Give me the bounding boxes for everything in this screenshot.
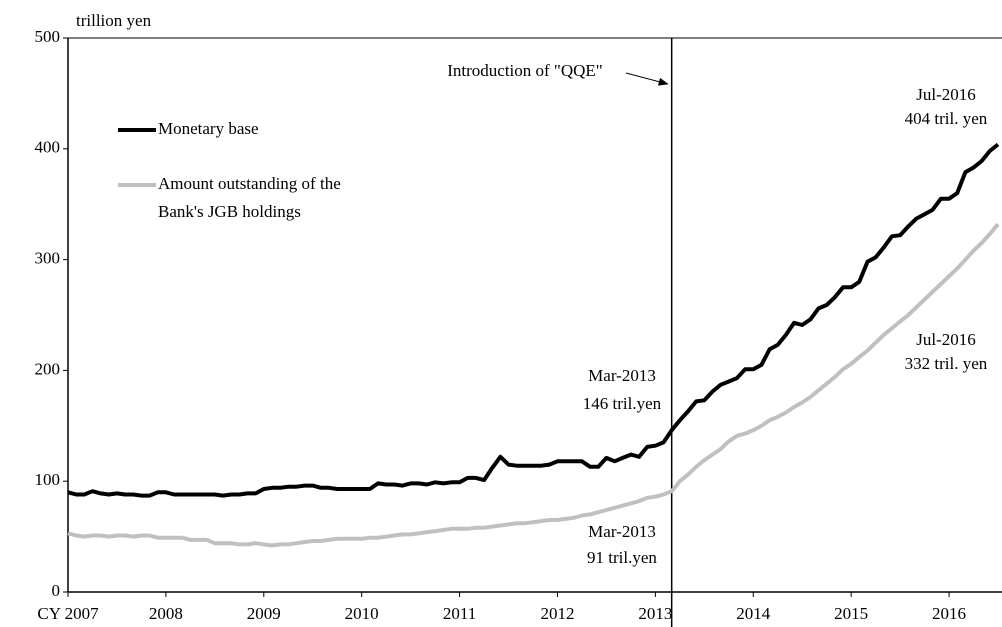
- y-tick-label: 500: [35, 27, 61, 46]
- x-tick-label: 2009: [247, 604, 281, 623]
- series-line: [67, 222, 1000, 548]
- legend-label: Monetary base: [158, 119, 259, 138]
- y-axis-label: trillion yen: [76, 11, 152, 30]
- x-tick-label: 2010: [345, 604, 379, 623]
- annotation: 404 tril. yen: [905, 109, 988, 128]
- annotation: Introduction of "QQE": [447, 61, 603, 80]
- x-tick-label: 2016: [932, 604, 966, 623]
- legend-label: Amount outstanding of the Bank's JGB hold…: [158, 174, 341, 221]
- x-tick-label: 2015: [834, 604, 868, 623]
- annotation: 332 tril. yen: [905, 354, 988, 373]
- y-tick-label: 300: [35, 249, 61, 268]
- x-tick-label: 2012: [540, 604, 574, 623]
- annotation: 146 tril.yen: [583, 394, 662, 413]
- x-tick-label: 2011: [443, 604, 476, 623]
- x-tick-label: 2014: [736, 604, 771, 623]
- x-tick-label: 2008: [149, 604, 183, 623]
- y-tick-label: 100: [35, 470, 61, 489]
- x-tick-label: CY 2007: [37, 604, 99, 623]
- y-tick-label: 0: [52, 581, 61, 600]
- annotation: Mar-2013: [588, 366, 656, 385]
- annotation: 91 tril.yen: [587, 548, 657, 567]
- annotation: Mar-2013: [588, 522, 656, 541]
- annotation-arrow: [625, 72, 669, 86]
- annotation: Jul-2016: [916, 85, 976, 104]
- y-tick-label: 200: [35, 359, 61, 378]
- y-tick-label: 400: [35, 138, 61, 157]
- series-line: [67, 142, 1000, 498]
- x-tick-label: 2013: [638, 604, 672, 623]
- annotation: Jul-2016: [916, 330, 976, 349]
